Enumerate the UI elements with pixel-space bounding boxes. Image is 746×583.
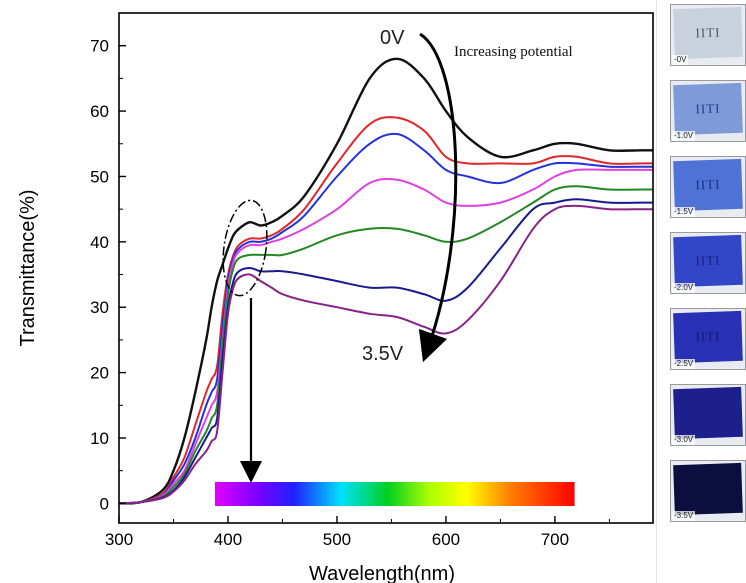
series-line--1.0V: [118, 116, 653, 505]
top-potential-label: 0V: [380, 27, 405, 49]
sample-glass: IITI: [673, 158, 743, 212]
sample-photo: IITI -1.0V: [670, 80, 746, 142]
sample-text: IITI: [695, 252, 721, 269]
sample-voltage-label: -3.0V: [672, 435, 696, 445]
sample-frame: IITI -1.5V: [670, 156, 746, 218]
y-tick-label: 0: [100, 494, 109, 513]
sample-glass: [673, 462, 743, 516]
y-tick-label: 30: [90, 298, 109, 317]
sample-glass: IITI: [673, 234, 743, 288]
sample-glass: IITI: [673, 6, 743, 60]
bottom-potential-label: 3.5V: [362, 343, 404, 365]
sample-voltage-label: -1.0V: [672, 131, 696, 141]
y-tick-label: 10: [90, 429, 109, 448]
x-tick-label: 600: [432, 530, 460, 549]
y-tick-label: 50: [90, 167, 109, 186]
plot-frame: [118, 12, 654, 524]
panel-divider: [656, 0, 657, 583]
visible-spectrum-bar: [214, 482, 575, 506]
x-tick-label: 300: [105, 530, 133, 549]
y-tick-label: 40: [90, 233, 109, 252]
sample-glass: [673, 386, 743, 440]
sample-photo: IITI -0V: [670, 4, 746, 66]
sample-photo: -3.0V: [670, 384, 746, 446]
sample-frame: IITI -2.0V: [670, 232, 746, 294]
sample-photo: IITI -2.0V: [670, 232, 746, 294]
sample-text: IITI: [695, 176, 721, 193]
sample-voltage-label: -2.5V: [672, 359, 696, 369]
sample-voltage-label: -1.5V: [672, 207, 696, 217]
y-tick-label: 70: [90, 37, 109, 56]
sample-frame: IITI -1.0V: [670, 80, 746, 142]
sample-frame: -3.0V: [670, 384, 746, 446]
sample-frame: IITI -0V: [670, 4, 746, 66]
y-axis-label: Transmittance(%): [17, 189, 39, 346]
x-tick-label: 400: [214, 530, 242, 549]
sample-glass: IITI: [673, 82, 743, 136]
x-tick-label: 700: [541, 530, 569, 549]
sample-voltage-label: -3.5V: [672, 511, 696, 521]
x-tick-label: 500: [323, 530, 351, 549]
highlight-ellipse: [222, 199, 268, 297]
potential-arrow: [418, 32, 458, 363]
sample-photo: IITI -1.5V: [670, 156, 746, 218]
transmittance-chart: 300 400 500 600 700 0 10 20 30 40 50 60 70 Wavelengt…: [17, 12, 654, 583]
series-line--3.0V: [118, 198, 653, 505]
sample-voltage-label: -2.0V: [672, 283, 696, 293]
sample-frame: IITI -2.5V: [670, 308, 746, 370]
arrow-caption: Increasing potential: [454, 44, 573, 60]
sample-photo: IITI -2.5V: [670, 308, 746, 370]
series-line--2.0V: [118, 168, 653, 505]
series-line--2.5V: [118, 185, 653, 505]
y-tick-label: 20: [90, 364, 109, 383]
sample-glass: IITI: [673, 310, 743, 364]
series-line--3.5V: [118, 204, 653, 505]
sample-text: IITI: [695, 328, 721, 345]
sample-text: IITI: [695, 100, 721, 117]
x-axis-label: Wavelength(nm): [309, 563, 455, 583]
y-tick-label: 60: [90, 102, 109, 121]
series-line--1.5V: [118, 132, 653, 505]
sample-photo: -3.5V: [670, 460, 746, 522]
sample-text: IITI: [695, 24, 721, 41]
sample-frame: -3.5V: [670, 460, 746, 522]
sample-voltage-label: -0V: [672, 55, 689, 65]
series-line-0V: [118, 57, 653, 505]
